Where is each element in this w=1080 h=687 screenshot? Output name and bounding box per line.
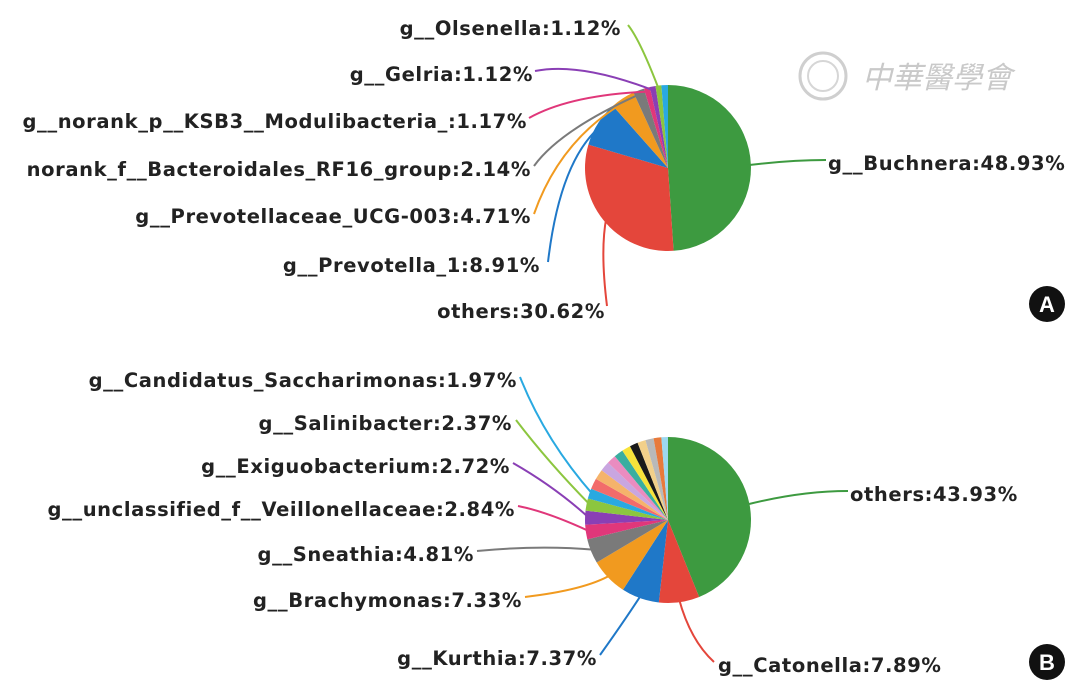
pie-b-slice-17 [645,438,668,520]
pie-a-leader-2 [547,124,602,263]
panel-letter-b: B [1029,644,1065,680]
pie-b-leader-8 [519,376,594,496]
pie-a-leader-1 [602,217,608,307]
label-b-kurthia: g__Kurthia:7.37% [397,647,597,670]
panel-letter-a: A [1029,286,1065,322]
pie-chart-a: g__Buchnera:48.93% others:30.62% g__Prev… [22,17,1065,323]
pie-b-leader-lines [476,376,849,663]
pie-b-slice-14 [622,446,668,520]
label-a-buchnera: g__Buchnera:48.93% [828,152,1065,175]
label-a-ksb3-modulibacteria: g__norank_p__KSB3__Modulibacteria_:1.17% [22,110,527,133]
pie-b-labels: others:43.93% g__Catonella:7.89% g__Kurt… [47,369,1017,677]
pie-b-slices [585,437,751,603]
pie-b-slice-18 [653,437,668,520]
pie-b-slice-12 [607,456,668,520]
pie-a-slice-6 [649,85,668,168]
label-b-brachymonas: g__Brachymonas:7.33% [253,589,522,612]
label-a-prevotellaceae-ucg-003: g__Prevotellaceae_UCG-003:4.71% [135,205,531,228]
pie-b-slice-6 [585,510,668,525]
pie-b-leader-0 [745,490,849,506]
pie-b-leader-6 [512,462,590,519]
pie-a-slice-4 [633,88,668,168]
pie-b-slice-3 [596,520,668,590]
watermark-seal-icon [798,51,848,101]
panel-badge-a [1029,286,1065,322]
pie-a-leader-4 [533,93,641,167]
pie-b-leader-4 [476,546,595,552]
label-b-exiguobacterium: g__Exiguobacterium:2.72% [201,455,510,478]
pie-b-leader-7 [515,419,592,506]
pie-b-slice-19 [661,437,668,520]
pie-b-leader-2 [599,593,643,656]
pie-b-slice-11 [601,462,668,520]
pie-b-leader-3 [524,573,612,598]
label-a-prevotella-1: g__Prevotella_1:8.91% [283,254,540,277]
pie-a-slice-8 [661,85,668,168]
watermark: 中華醫學會 [798,51,1016,101]
label-b-salinibacter: g__Salinibacter:2.37% [259,412,512,435]
pie-a-leader-3 [533,100,626,215]
pie-b-slice-13 [614,450,668,520]
panel-badge-b [1029,644,1065,680]
pie-a-slice-1 [585,144,674,251]
pie-a-leader-lines [528,24,827,307]
pie-b-slice-8 [587,488,668,520]
pie-b-slice-9 [591,478,668,520]
pie-a-labels: g__Buchnera:48.93% others:30.62% g__Prev… [22,17,1065,323]
pie-a-slices [585,85,751,251]
pie-a-slice-7 [655,85,668,168]
pie-b-leader-5 [517,505,591,533]
watermark-seal-inner-icon [807,60,839,92]
pie-b-slice-0 [668,437,751,597]
panel-letter-a-text: A [1039,292,1055,317]
pie-b-slice-7 [585,498,668,520]
label-a-gelria: g__Gelria:1.12% [350,63,533,86]
pie-a-leader-0 [746,159,827,167]
pie-b-slice-10 [595,470,668,520]
label-b-candidatus-saccharimonas: g__Candidatus_Saccharimonas:1.97% [89,369,517,392]
label-a-others: others:30.62% [437,300,605,323]
label-b-catonella: g__Catonella:7.89% [718,654,942,677]
pie-a-slice-3 [612,92,668,168]
panel-letter-b-text: B [1039,650,1055,675]
pie-b-slice-2 [622,520,668,603]
pie-b-leader-1 [677,598,715,663]
pie-b-slice-15 [629,442,668,520]
pie-a-leader-6 [534,67,654,92]
label-b-others: others:43.93% [850,483,1018,506]
pie-b-slice-1 [658,520,700,603]
pie-b-slice-5 [585,520,668,540]
pie-b-slice-4 [587,520,668,563]
pie-chart-b: others:43.93% g__Catonella:7.89% g__Kurt… [47,369,1017,677]
pie-a-slice-0 [668,85,751,251]
pie-a-leader-5 [528,90,648,119]
watermark-text: 中華醫學會 [862,61,1016,96]
pie-b-slice-16 [637,440,668,520]
label-a-bacteroidales-rf16: norank_f__Bacteroidales_RF16_group:2.14% [27,158,531,181]
pie-a-leader-7 [627,24,660,90]
label-a-olsenella: g__Olsenella:1.12% [400,17,621,40]
pie-a-slice-2 [588,105,668,168]
label-b-veillonellaceae: g__unclassified_f__Veillonellaceae:2.84% [47,498,515,521]
label-b-sneathia: g__Sneathia:4.81% [258,543,474,566]
pie-a-slice-5 [643,87,668,168]
